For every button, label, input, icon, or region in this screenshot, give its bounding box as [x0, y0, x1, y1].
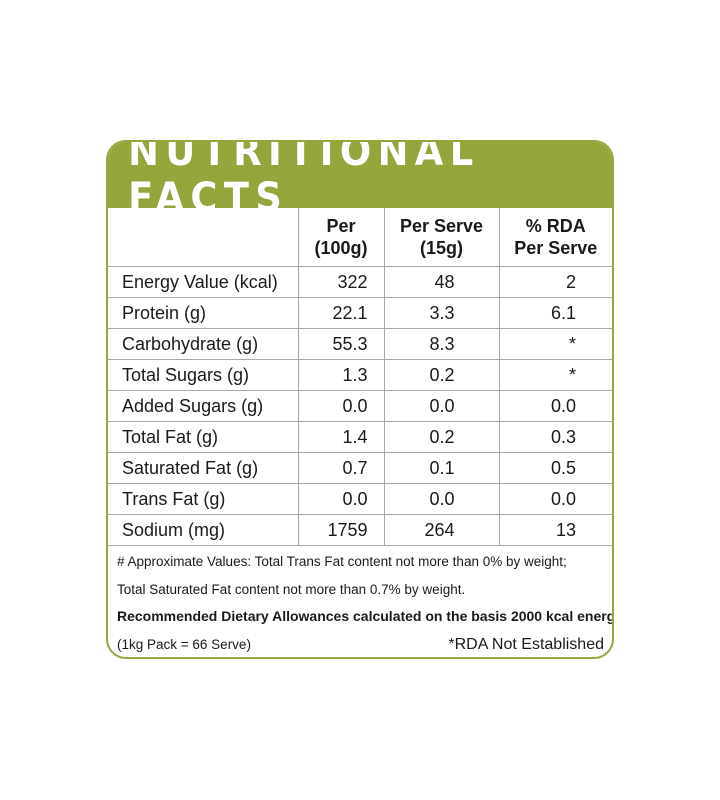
value-rda: * — [498, 359, 612, 391]
value-rda: 0.5 — [498, 452, 612, 484]
table-row: Added Sugars (g) 0.0 0.0 0.0 — [108, 390, 612, 422]
value-rda: 0.0 — [498, 390, 612, 422]
table-row: Protein (g) 22.1 3.3 6.1 — [108, 297, 612, 329]
value-rda: 6.1 — [498, 297, 612, 329]
nutrition-facts-panel: NUTRITIONAL FACTS Per (100g) Per Serve (… — [106, 140, 614, 659]
value-per-serve: 0.0 — [383, 390, 500, 422]
value-rda: 2 — [498, 266, 612, 298]
nutrient-label: Sodium (mg) — [108, 514, 299, 546]
rda-not-established-note: *RDA Not Established — [448, 636, 604, 653]
value-per-100g: 0.0 — [297, 483, 385, 515]
nutrient-label: Total Sugars (g) — [108, 359, 299, 391]
pack-size-note: (1kg Pack = 66 Serve) — [117, 637, 251, 652]
footnote-rda-basis: Recommended Dietary Allowances calculate… — [117, 608, 614, 624]
header-row: Per (100g) Per Serve (15g) % RDA Per Ser… — [108, 208, 612, 267]
value-per-100g: 22.1 — [297, 297, 385, 329]
header-per-100g-line1: Per — [326, 216, 356, 236]
table-row: Energy Value (kcal) 322 48 2 — [108, 266, 612, 298]
header-cell-rda: % RDA Per Serve — [498, 208, 612, 267]
table-row: Total Fat (g) 1.4 0.2 0.3 — [108, 421, 612, 453]
footnote-bottom-row: (1kg Pack = 66 Serve) *RDA Not Establish… — [117, 636, 604, 653]
nutrient-label: Total Fat (g) — [108, 421, 299, 453]
value-per-100g: 1.3 — [297, 359, 385, 391]
value-per-serve: 0.2 — [383, 421, 500, 453]
value-per-100g: 322 — [297, 266, 385, 298]
table-row: Trans Fat (g) 0.0 0.0 0.0 — [108, 483, 612, 515]
value-per-serve: 48 — [383, 266, 500, 298]
header-rda-line1: % RDA — [525, 216, 586, 236]
nutrient-label: Energy Value (kcal) — [108, 266, 299, 298]
nutrition-title: NUTRITIONAL FACTS — [128, 140, 480, 221]
nutrient-label: Carbohydrate (g) — [108, 328, 299, 360]
header-per-serve-line2: (15g) — [419, 238, 463, 258]
value-per-serve: 0.2 — [383, 359, 500, 391]
nutrient-label: Added Sugars (g) — [108, 390, 299, 422]
header-rda-line2: Per Serve — [514, 238, 598, 258]
header-per-100g-line2: (100g) — [314, 238, 368, 258]
value-per-100g: 0.7 — [297, 452, 385, 484]
footnote-approximate-values: # Approximate Values: Total Trans Fat co… — [117, 554, 567, 569]
table-row: Sodium (mg) 1759 264 13 — [108, 514, 612, 546]
nutrition-table: Per (100g) Per Serve (15g) % RDA Per Ser… — [108, 208, 612, 546]
value-per-serve: 8.3 — [383, 328, 500, 360]
value-rda: * — [498, 328, 612, 360]
value-per-serve: 0.1 — [383, 452, 500, 484]
value-per-serve: 0.0 — [383, 483, 500, 515]
footnote-saturated-fat: Total Saturated Fat content not more tha… — [117, 582, 466, 597]
table-row: Total Sugars (g) 1.3 0.2 * — [108, 359, 612, 391]
value-per-100g: 1759 — [297, 514, 385, 546]
value-per-100g: 1.4 — [297, 421, 385, 453]
value-rda: 0.3 — [498, 421, 612, 453]
footnotes: # Approximate Values: Total Trans Fat co… — [108, 554, 614, 653]
nutrient-label: Protein (g) — [108, 297, 299, 329]
value-rda: 13 — [498, 514, 612, 546]
header-cell-label — [108, 208, 299, 267]
value-per-100g: 0.0 — [297, 390, 385, 422]
nutrition-title-banner: NUTRITIONAL FACTS — [108, 142, 612, 221]
value-per-serve: 3.3 — [383, 297, 500, 329]
value-per-serve: 264 — [383, 514, 500, 546]
table-row: Saturated Fat (g) 0.7 0.1 0.5 — [108, 452, 612, 484]
nutrient-label: Trans Fat (g) — [108, 483, 299, 515]
table-row: Carbohydrate (g) 55.3 8.3 * — [108, 328, 612, 360]
nutrient-label: Saturated Fat (g) — [108, 452, 299, 484]
header-cell-per-100g: Per (100g) — [297, 208, 385, 267]
value-per-100g: 55.3 — [297, 328, 385, 360]
value-rda: 0.0 — [498, 483, 612, 515]
header-per-serve-line1: Per Serve — [399, 216, 484, 236]
